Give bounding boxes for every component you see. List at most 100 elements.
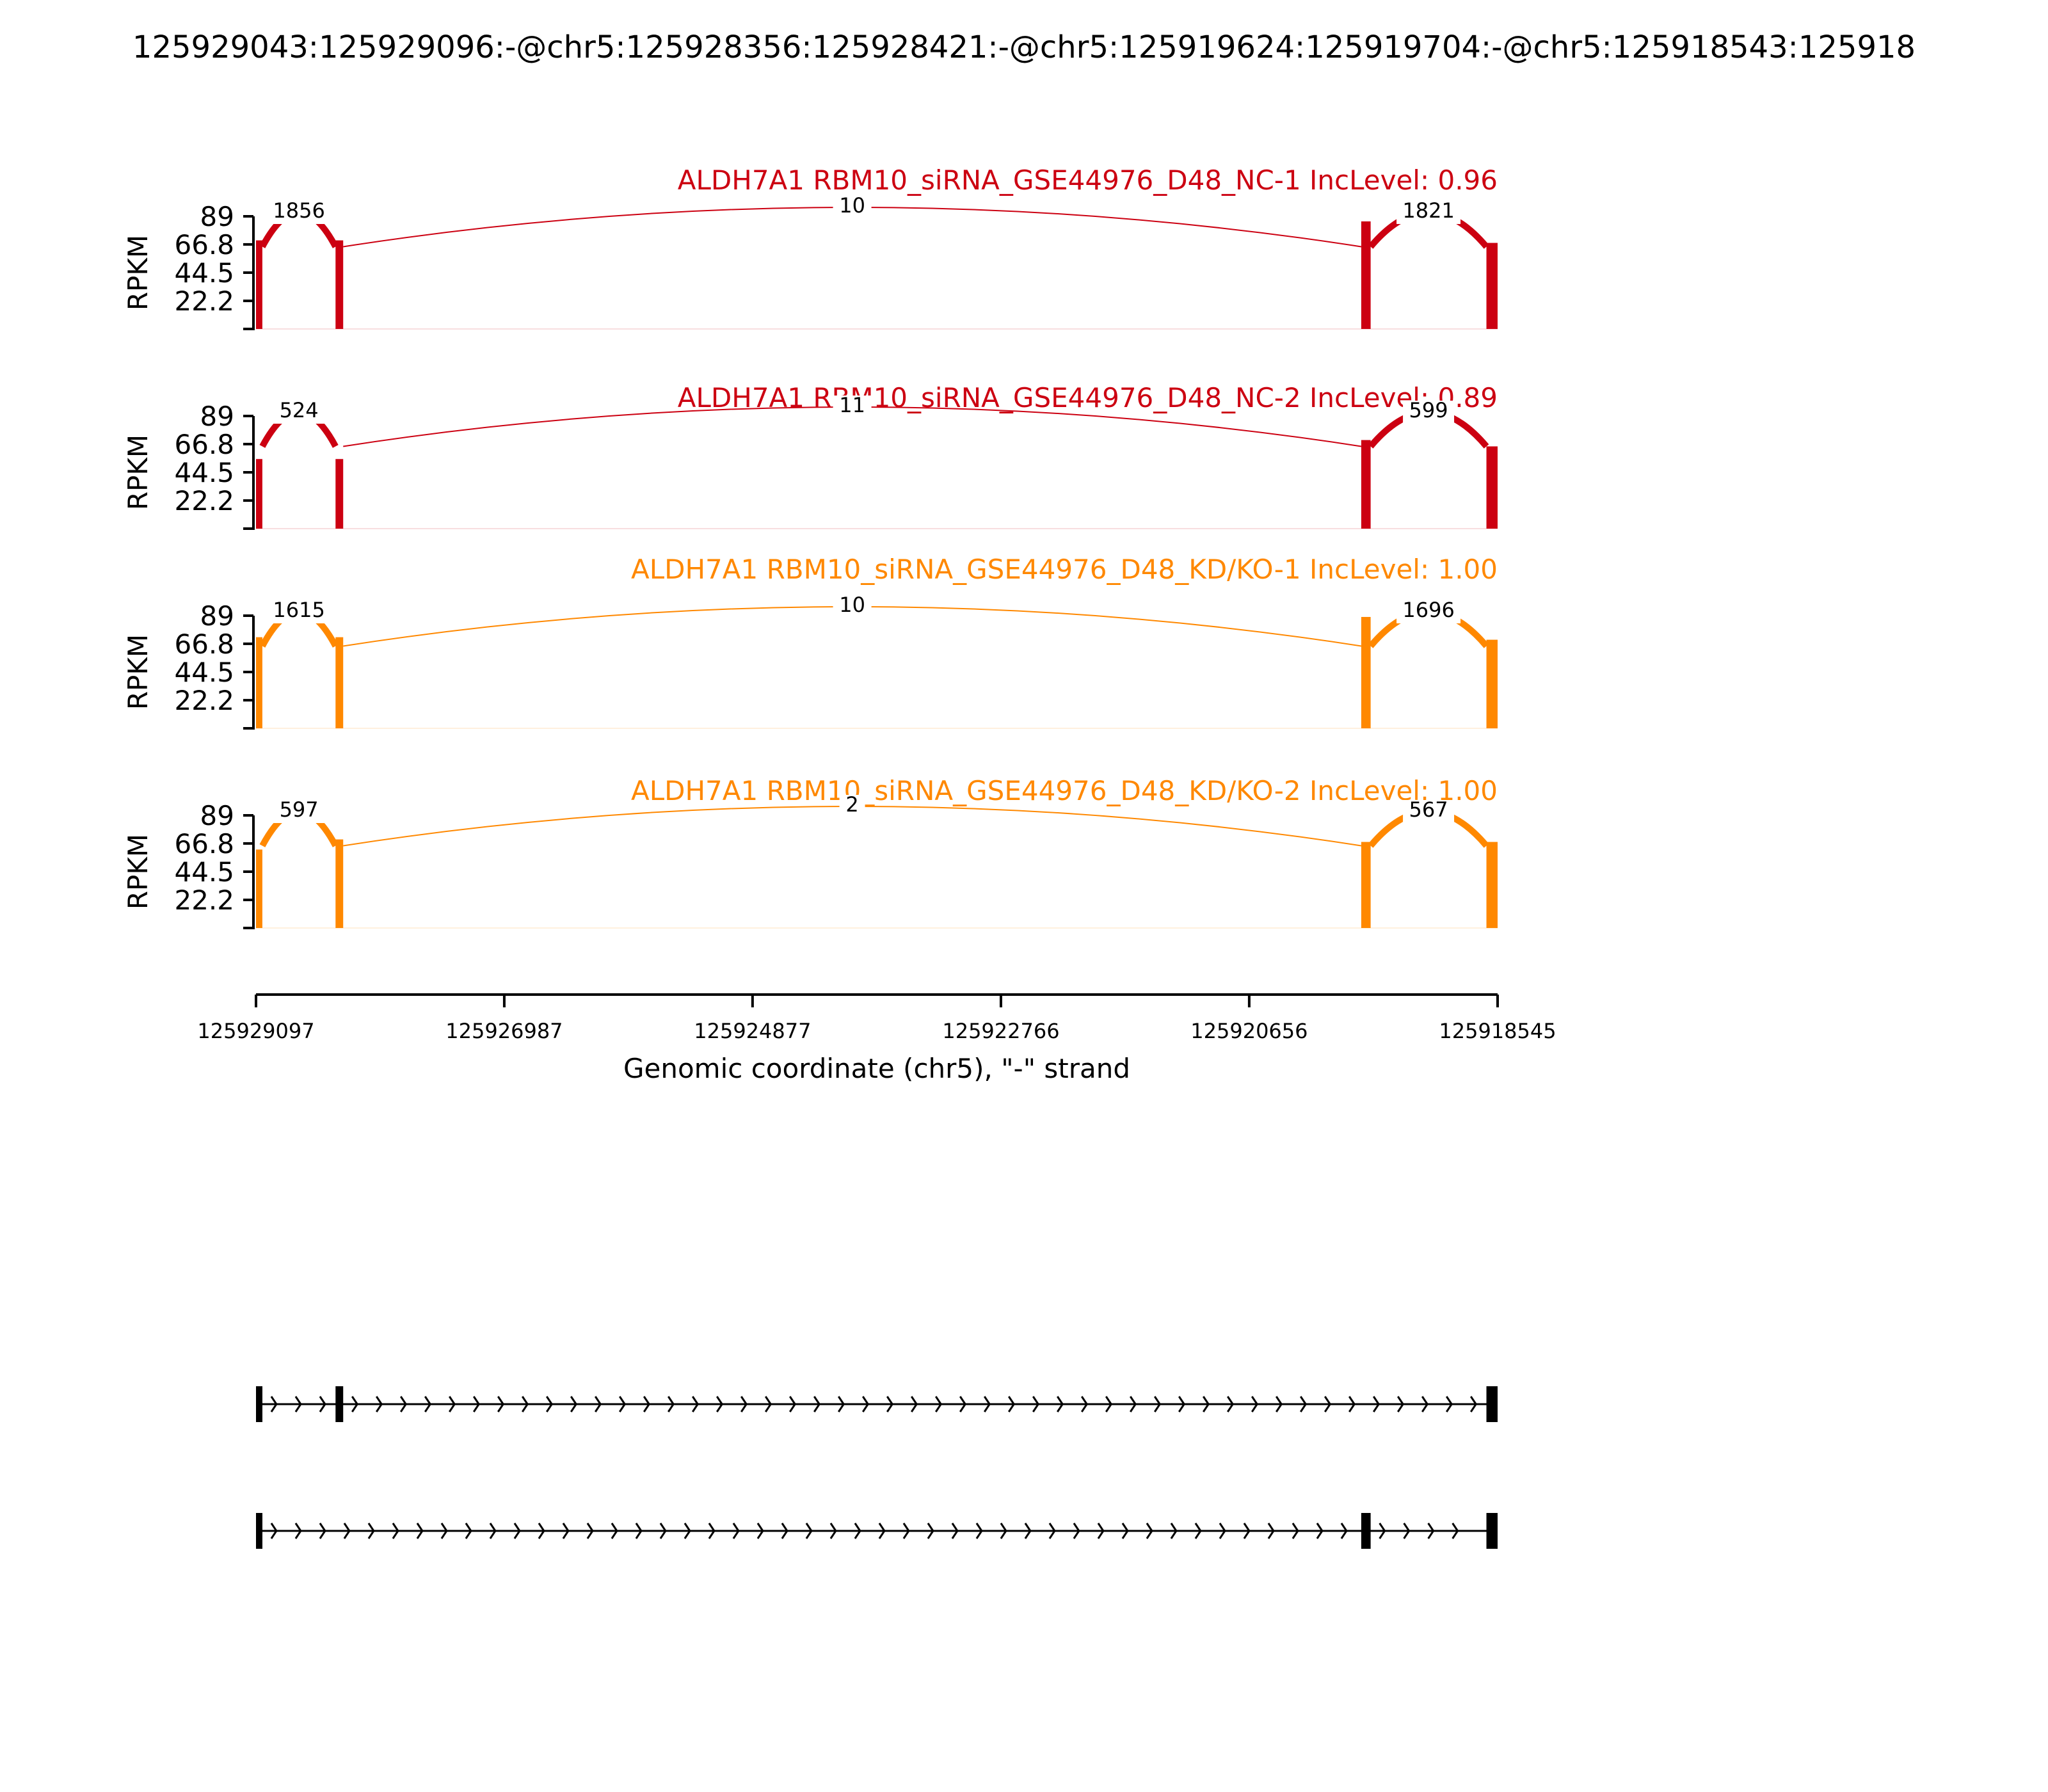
- strand-chevron: [732, 1523, 740, 1539]
- sample-panel: ALDH7A1 RBM10_siRNA_GSE44976_D48_NC-1 In…: [122, 164, 1498, 330]
- strand-chevron: [319, 1523, 326, 1539]
- strand-chevron: [351, 1396, 359, 1412]
- coverage-bar: [335, 637, 344, 728]
- panel-title: ALDH7A1 RBM10_siRNA_GSE44976_D48_NC-2 In…: [678, 382, 1498, 413]
- strand-chevron: [440, 1523, 448, 1539]
- junction-label-bg: [273, 401, 325, 424]
- y-tick-label: 44.5: [174, 457, 234, 488]
- strand-chevron: [635, 1523, 643, 1539]
- coverage-bar: [1361, 842, 1371, 928]
- junction-count-label: 2: [845, 792, 858, 817]
- junction-count-label: 10: [839, 593, 865, 617]
- strand-chevron: [1403, 1523, 1411, 1539]
- strand-chevron: [489, 1523, 497, 1539]
- junction-label-bg: [839, 795, 865, 818]
- strand-chevron: [934, 1396, 943, 1412]
- strand-chevron: [270, 1396, 278, 1412]
- strand-chevron: [861, 1396, 870, 1412]
- page-title: 125929043:125929096:-@chr5:125928356:125…: [132, 29, 1916, 65]
- y-tick-label: 66.8: [174, 628, 234, 660]
- strand-chevron: [1445, 1396, 1453, 1412]
- strand-chevron: [472, 1396, 481, 1412]
- strand-chevron: [1048, 1523, 1056, 1539]
- x-tick-label: 125918545: [1439, 1019, 1556, 1043]
- strand-chevron: [910, 1396, 918, 1412]
- exon-block: [1486, 1386, 1498, 1422]
- panel-title: ALDH7A1 RBM10_siRNA_GSE44976_D48_KD/KO-2…: [631, 775, 1498, 806]
- coverage-bar: [1361, 440, 1371, 529]
- junction-label-bg: [273, 800, 325, 823]
- strand-chevron: [813, 1396, 821, 1412]
- junction-count-label: 524: [280, 398, 319, 422]
- x-tick-label: 125920656: [1190, 1019, 1308, 1043]
- coverage-bar: [1486, 842, 1498, 928]
- strand-chevron: [618, 1396, 627, 1412]
- coverage-bar: [335, 459, 344, 529]
- strand-chevron: [975, 1523, 983, 1539]
- strand-chevron: [1194, 1523, 1202, 1539]
- strand-chevron: [1178, 1396, 1186, 1412]
- exon-block: [256, 1386, 262, 1422]
- strand-chevron: [1340, 1523, 1348, 1539]
- strand-chevron: [854, 1523, 861, 1539]
- junction-count-label: 597: [280, 797, 319, 822]
- strand-chevron: [424, 1396, 432, 1412]
- strand-chevron: [805, 1523, 813, 1539]
- exon-block: [256, 1513, 262, 1549]
- x-tick-label: 125924877: [694, 1019, 811, 1043]
- y-tick-label: 89: [200, 800, 234, 831]
- coverage-bar: [335, 240, 344, 329]
- junction-label-bg: [267, 600, 332, 623]
- strand-chevron: [562, 1523, 570, 1539]
- strand-chevron: [1202, 1396, 1210, 1412]
- strand-chevron: [1421, 1396, 1429, 1412]
- y-tick-label: 44.5: [174, 657, 234, 688]
- coverage-bar: [335, 839, 344, 928]
- strand-chevron: [886, 1396, 894, 1412]
- y-tick-label: 89: [200, 401, 234, 432]
- junction-label-bg: [1403, 800, 1455, 823]
- strand-chevron: [270, 1523, 278, 1539]
- panel-title: ALDH7A1 RBM10_siRNA_GSE44976_D48_NC-1 In…: [678, 164, 1498, 196]
- y-tick-label: 66.8: [174, 828, 234, 860]
- strand-chevron: [781, 1523, 788, 1539]
- strand-chevron: [829, 1523, 837, 1539]
- coverage-bar: [256, 637, 262, 728]
- y-axis-label: RPKM: [122, 834, 154, 909]
- x-axis: 125929097 125926987 125924877 125922766 1259…: [197, 993, 1556, 1084]
- isoform-track: [256, 1513, 1498, 1549]
- strand-chevron: [1267, 1523, 1275, 1539]
- strand-chevron: [1129, 1396, 1137, 1412]
- x-axis-label: Genomic coordinate (chr5), "-" strand: [623, 1053, 1130, 1084]
- y-tick-label: 89: [200, 600, 234, 632]
- coverage-bar: [256, 240, 262, 329]
- strand-chevron: [1292, 1523, 1299, 1539]
- junction-label-bg: [833, 196, 872, 219]
- strand-chevron: [294, 1523, 302, 1539]
- strand-chevron: [1396, 1396, 1405, 1412]
- strand-chevron: [1097, 1523, 1105, 1539]
- strand-chevron: [691, 1396, 700, 1412]
- strand-chevron: [878, 1523, 886, 1539]
- y-tick-label: 22.2: [174, 685, 234, 716]
- strand-chevron: [684, 1523, 691, 1539]
- junction-label-bg: [267, 201, 332, 224]
- strand-chevron: [764, 1396, 772, 1412]
- coverage-bar: [256, 459, 262, 529]
- strand-chevron: [465, 1523, 472, 1539]
- strand-chevron: [1105, 1396, 1113, 1412]
- coverage-bar: [1361, 616, 1371, 728]
- strand-chevron: [788, 1396, 797, 1412]
- strand-chevron: [392, 1523, 399, 1539]
- strand-chevron: [1251, 1396, 1259, 1412]
- x-tick-label: 125929097: [197, 1019, 314, 1043]
- strand-chevron: [1452, 1523, 1459, 1539]
- junction-count-label: 1856: [273, 198, 324, 223]
- strand-chevron: [927, 1523, 934, 1539]
- strand-chevron: [1372, 1396, 1380, 1412]
- strand-chevron: [837, 1396, 845, 1412]
- strand-chevron: [497, 1396, 505, 1412]
- strand-chevron: [1469, 1396, 1478, 1412]
- strand-chevron: [513, 1523, 521, 1539]
- strand-chevron: [1427, 1523, 1435, 1539]
